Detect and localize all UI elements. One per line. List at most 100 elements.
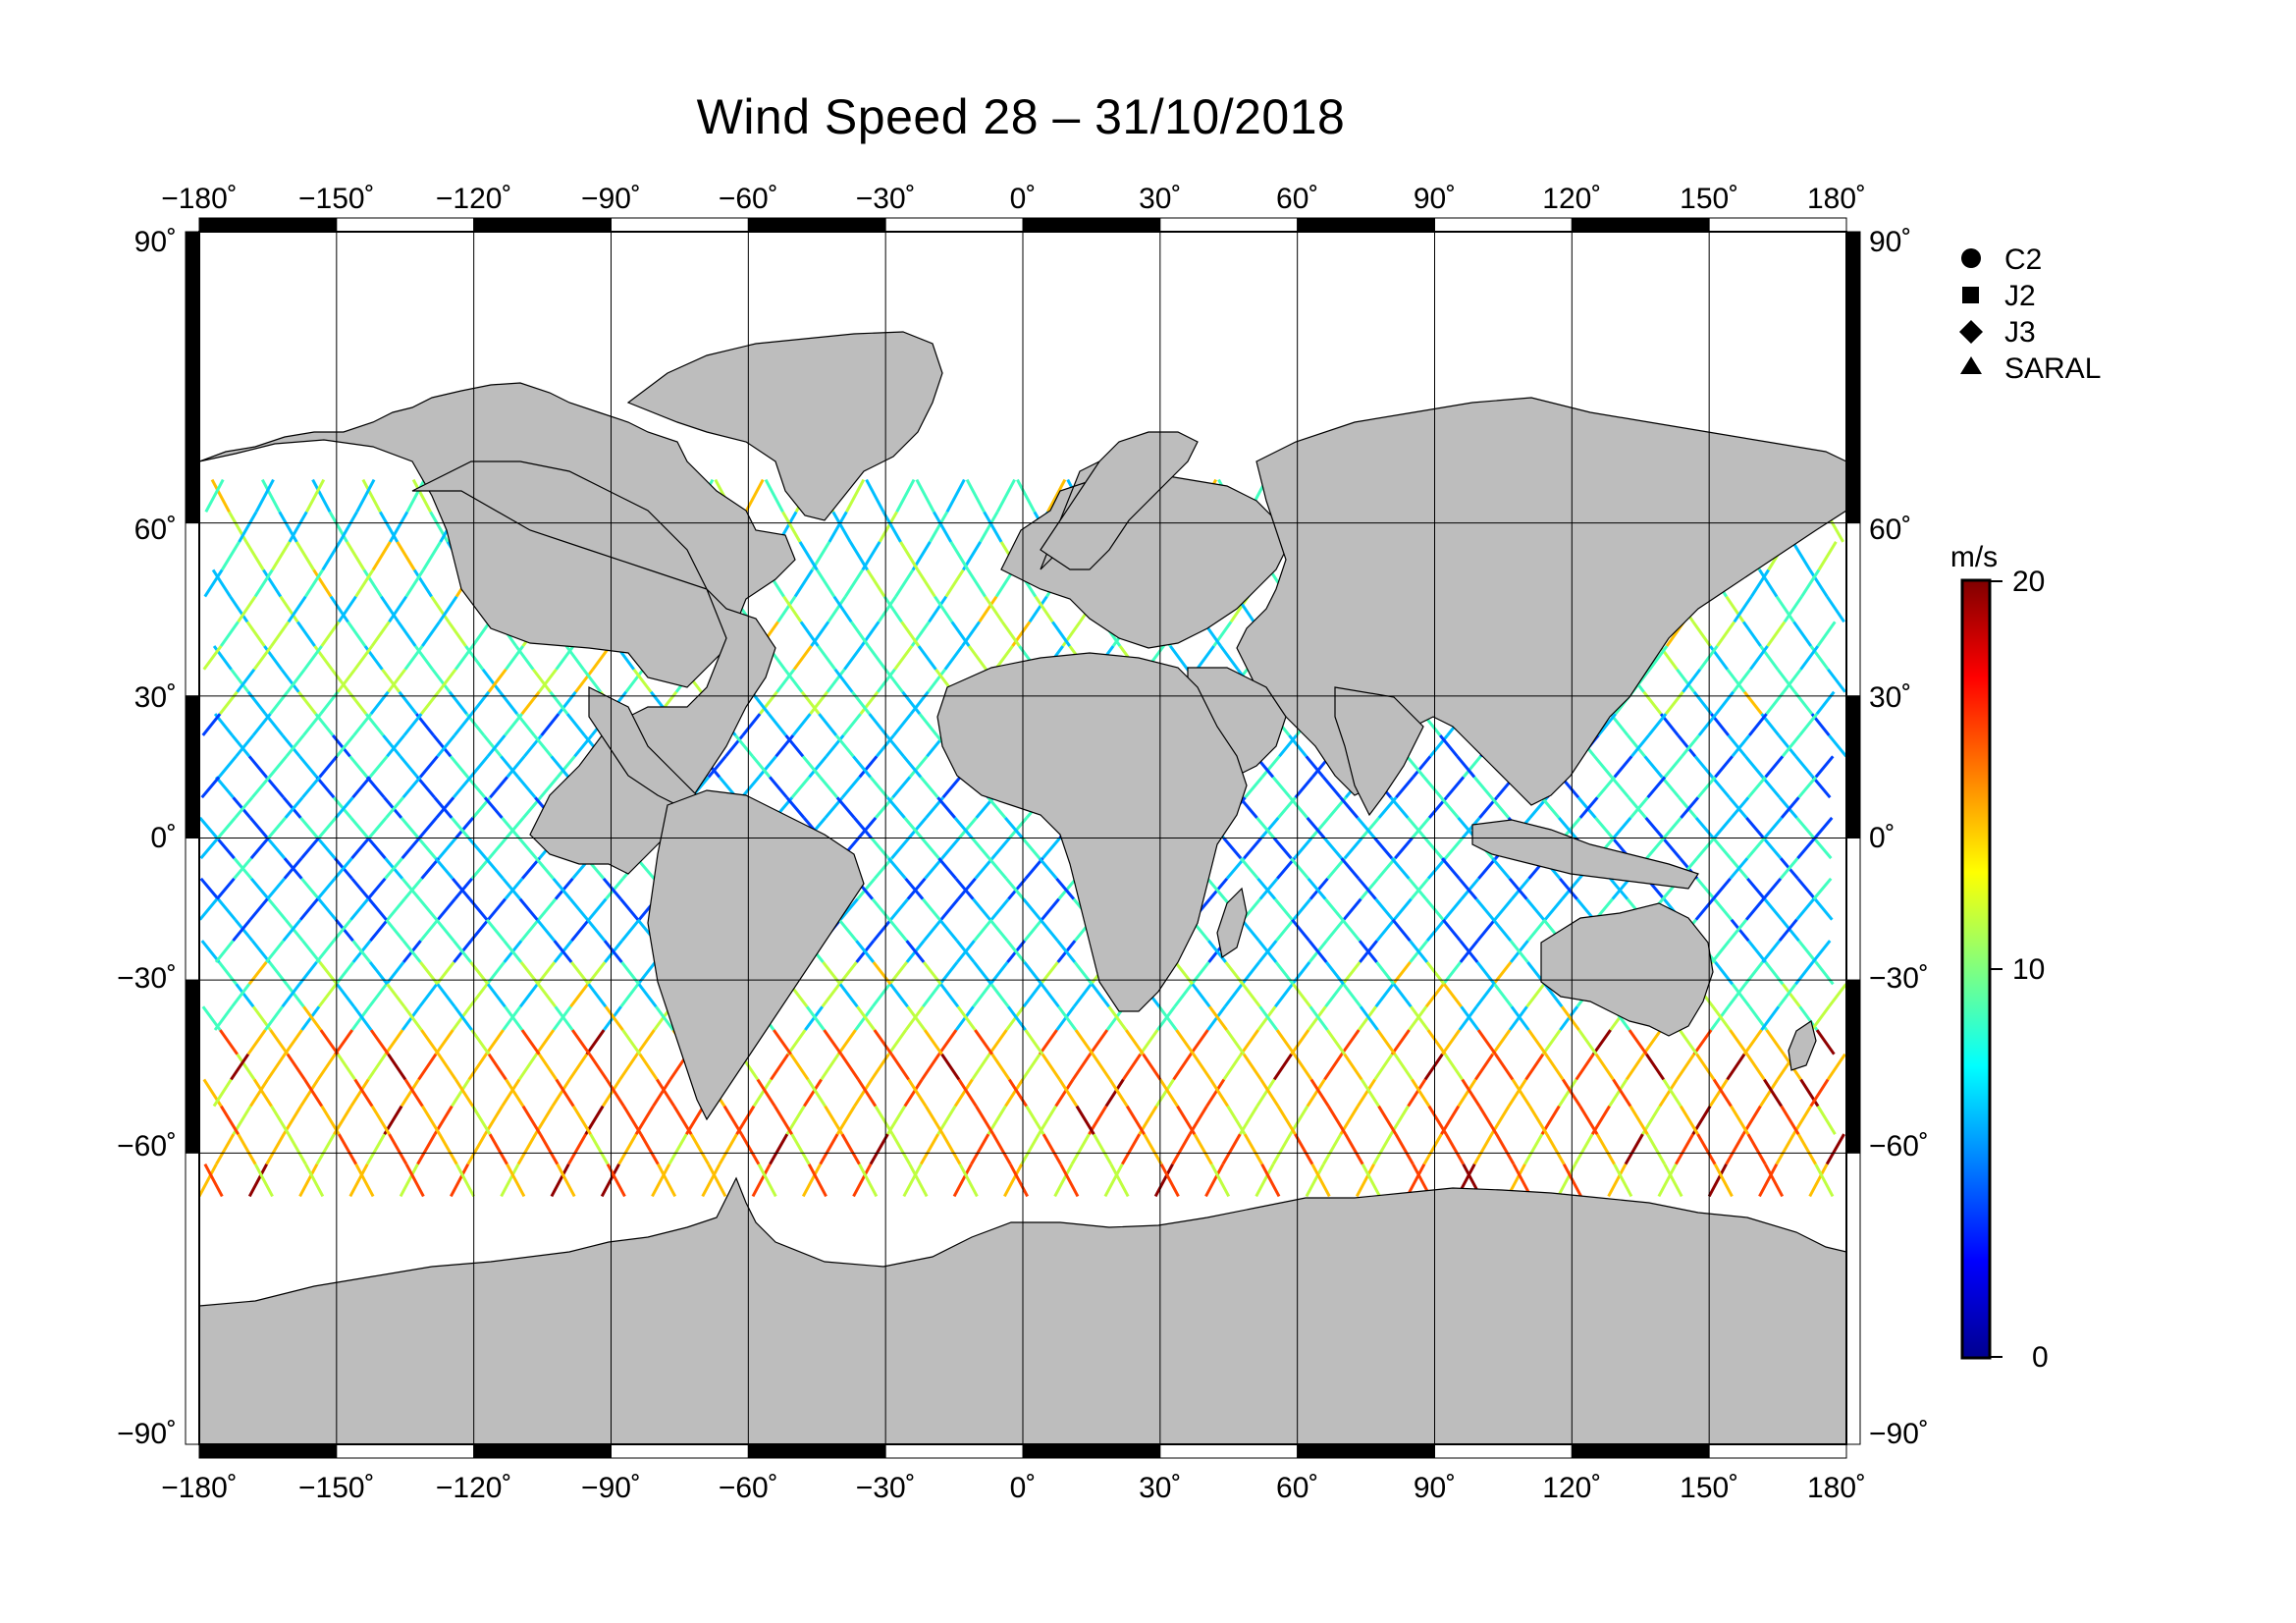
track-segment — [1475, 983, 1495, 1008]
lat-tick-left: 30˚ — [134, 681, 177, 714]
track-segment — [971, 837, 990, 860]
track-segment — [902, 755, 923, 779]
lon-tick-top: 90˚ — [1414, 183, 1456, 215]
track-segment — [220, 541, 240, 571]
track-segment — [365, 776, 386, 799]
track-segment — [1272, 1053, 1293, 1081]
track-segment — [1510, 1005, 1530, 1031]
lat-tick-right: −30˚ — [1869, 962, 1929, 995]
track-segment — [302, 713, 322, 736]
track-segment — [305, 478, 326, 514]
track-segment — [637, 983, 658, 1008]
track-segment — [1678, 1029, 1698, 1055]
track-segment — [834, 733, 855, 758]
track-segment — [518, 897, 539, 921]
track-segment — [1459, 940, 1479, 963]
track-segment — [270, 1105, 291, 1135]
track-segment — [974, 857, 994, 880]
track-segment — [1730, 796, 1750, 819]
track-segment — [400, 816, 420, 839]
track-segment — [617, 1133, 638, 1165]
track-segment — [950, 621, 971, 647]
track-segment — [531, 668, 552, 693]
track-segment — [1523, 1133, 1544, 1165]
track-segment — [250, 776, 271, 799]
land-north-america — [199, 382, 796, 688]
track-segment — [801, 1163, 823, 1198]
track-segment — [569, 983, 590, 1008]
track-segment — [1713, 816, 1733, 839]
track-segment — [1695, 877, 1716, 900]
track-segment — [1039, 918, 1059, 943]
track-segment — [354, 1163, 375, 1198]
track-segment — [1512, 1163, 1532, 1198]
track-segment — [1041, 1133, 1062, 1165]
track-segment — [1426, 1029, 1447, 1055]
track-segment — [1323, 1053, 1344, 1081]
track-segment — [450, 1163, 470, 1198]
track-segment — [1425, 918, 1446, 943]
track-segment — [838, 983, 859, 1008]
track-segment — [1594, 1053, 1615, 1081]
track-segment — [488, 1133, 508, 1165]
track-segment — [1662, 1078, 1682, 1108]
track-segment — [416, 1133, 437, 1165]
track-segment — [1647, 713, 1668, 736]
track-segment — [287, 1133, 307, 1165]
track-segment — [1456, 755, 1476, 779]
track-segment — [334, 796, 354, 819]
track-segment — [568, 897, 589, 921]
track-segment — [876, 668, 896, 693]
track-segment — [1343, 1053, 1363, 1081]
track-segment — [1003, 1163, 1024, 1198]
track-segment — [906, 877, 927, 900]
track-segment — [1359, 1005, 1379, 1031]
frame-bar-bottom — [1159, 1443, 1299, 1459]
track-segment — [556, 1163, 576, 1198]
track-segment — [516, 1133, 537, 1165]
track-segment — [517, 1053, 538, 1081]
lon-tick-top: 180˚ — [1807, 183, 1866, 215]
track-segment — [485, 918, 506, 943]
track-segment — [908, 755, 929, 779]
track-segment — [722, 1105, 743, 1135]
track-segment — [1628, 1029, 1648, 1055]
track-segment — [434, 1029, 454, 1055]
track-segment — [295, 621, 316, 647]
track-segment — [902, 1163, 923, 1198]
track-segment — [1046, 478, 1067, 514]
track-segment — [941, 1133, 962, 1165]
track-segment — [1642, 1029, 1663, 1055]
track-segment — [1041, 837, 1061, 860]
track-segment — [820, 1053, 840, 1081]
track-segment — [1376, 857, 1397, 880]
track-segment — [1059, 1163, 1080, 1198]
track-segment — [1745, 837, 1766, 860]
track-segment — [622, 1105, 643, 1135]
track-segment — [412, 568, 433, 598]
track-segment — [605, 1078, 625, 1108]
track-segment — [770, 1053, 790, 1081]
track-segment — [978, 595, 998, 623]
track-segment — [1361, 816, 1380, 839]
track-segment — [1540, 796, 1561, 819]
track-segment — [1357, 877, 1377, 900]
track-segment — [656, 1163, 677, 1198]
track-segment — [369, 918, 389, 943]
frame-bar-right — [1845, 1152, 1861, 1445]
track-segment — [1477, 857, 1497, 880]
track-segment — [883, 668, 904, 693]
track-segment — [1730, 918, 1750, 943]
track-segment — [1051, 621, 1071, 647]
track-segment — [939, 983, 960, 1008]
track-segment — [941, 776, 962, 799]
track-segment — [419, 918, 440, 943]
track-segment — [1749, 568, 1770, 598]
track-segment — [790, 1133, 811, 1165]
track-segment — [1733, 595, 1753, 623]
track-segment — [1445, 776, 1466, 799]
track-segment — [351, 940, 372, 963]
track-segment — [1008, 816, 1029, 839]
track-segment — [367, 897, 388, 921]
track-segment — [1613, 755, 1633, 779]
